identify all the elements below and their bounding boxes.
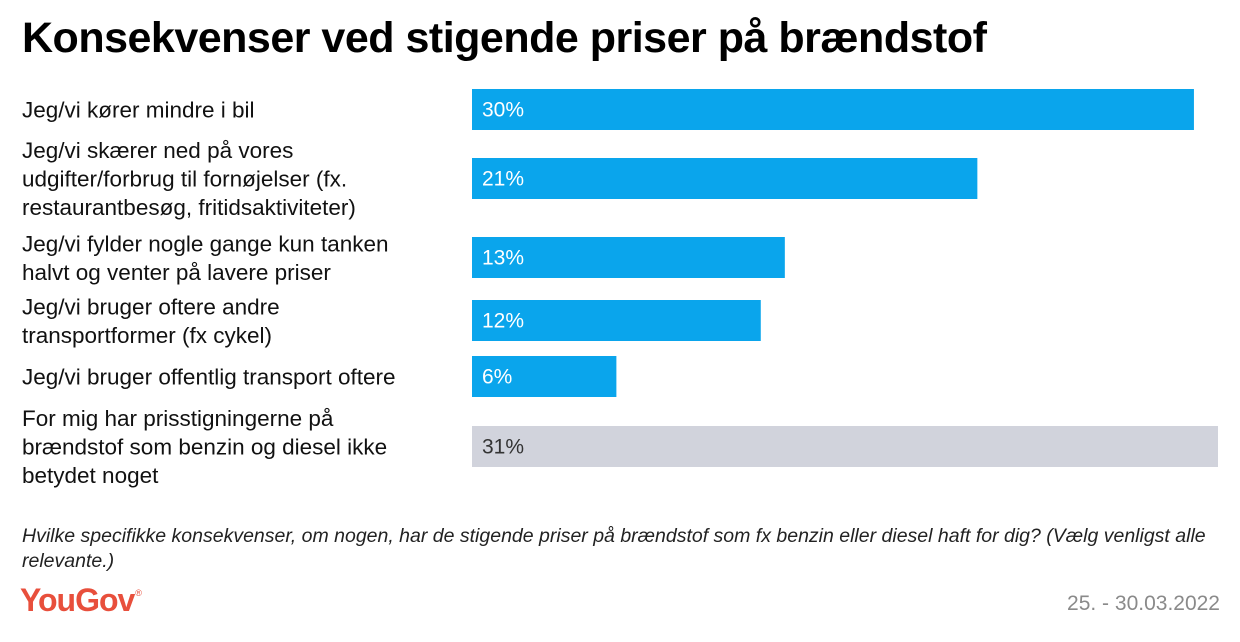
category-label-line: transportformer (fx cykel) [22, 323, 272, 348]
category-label-line: restaurantbesøg, fritidsaktiviteter) [22, 195, 356, 220]
category-label: Jeg/vi skærer ned på vores udgifter/forbr… [22, 138, 356, 220]
bar-1 [472, 89, 1194, 130]
category-label-line: Jeg/vi fylder nogle gange kun tanken [22, 231, 389, 256]
category-label: Jeg/vi bruger offentlig transport oftere [22, 365, 396, 390]
survey-date: 25. - 30.03.2022 [1067, 592, 1220, 615]
bar-value-label: 30% [482, 99, 524, 122]
bar-chart: 30% Jeg/vi kører mindre i bil 21% Jeg/vi sk… [22, 89, 1218, 488]
bar-5 [472, 356, 617, 397]
category-label-line: brændstof som benzin og diesel ikke [22, 435, 387, 460]
category-label: Jeg/vi bruger oftere andre transportforme… [22, 294, 280, 348]
bar-value-label: 21% [482, 168, 524, 191]
bar-2 [472, 158, 978, 199]
category-label: Jeg/vi kører mindre i bil [22, 98, 255, 123]
bar-value-label: 31% [482, 436, 524, 459]
chart-title: Konsekvenser ved stigende priser på bræn… [22, 14, 987, 62]
bar-6 [472, 426, 1218, 467]
yougov-logo: YouGov® [20, 582, 142, 619]
category-label-line: Jeg/vi bruger offentlig transport oftere [22, 365, 396, 390]
bar-4 [472, 300, 761, 341]
category-label-line: For mig har prisstigningerne på [22, 406, 334, 431]
brand-mark: ® [135, 588, 142, 598]
bar-value-label: 13% [482, 247, 524, 270]
category-label: For mig har prisstigningerne på brændstof… [22, 406, 387, 488]
category-label: Jeg/vi fylder nogle gange kun tanken halv… [22, 231, 389, 285]
brand-name: YouGov [20, 582, 135, 618]
bar-value-label: 6% [482, 366, 512, 389]
category-label-line: Jeg/vi skærer ned på vores [22, 138, 293, 163]
category-label-line: Jeg/vi kører mindre i bil [22, 98, 255, 123]
category-label-line: Jeg/vi bruger oftere andre [22, 294, 280, 319]
category-label-line: udgifter/forbrug til fornøjelser (fx. [22, 167, 347, 192]
category-label-line: halvt og venter på lavere priser [22, 260, 331, 285]
survey-question: Hvilke specifikke konsekvenser, om nogen… [22, 525, 1206, 572]
bar-value-label: 12% [482, 310, 524, 333]
bar-3 [472, 237, 785, 278]
category-label-line: betydet noget [22, 463, 159, 488]
